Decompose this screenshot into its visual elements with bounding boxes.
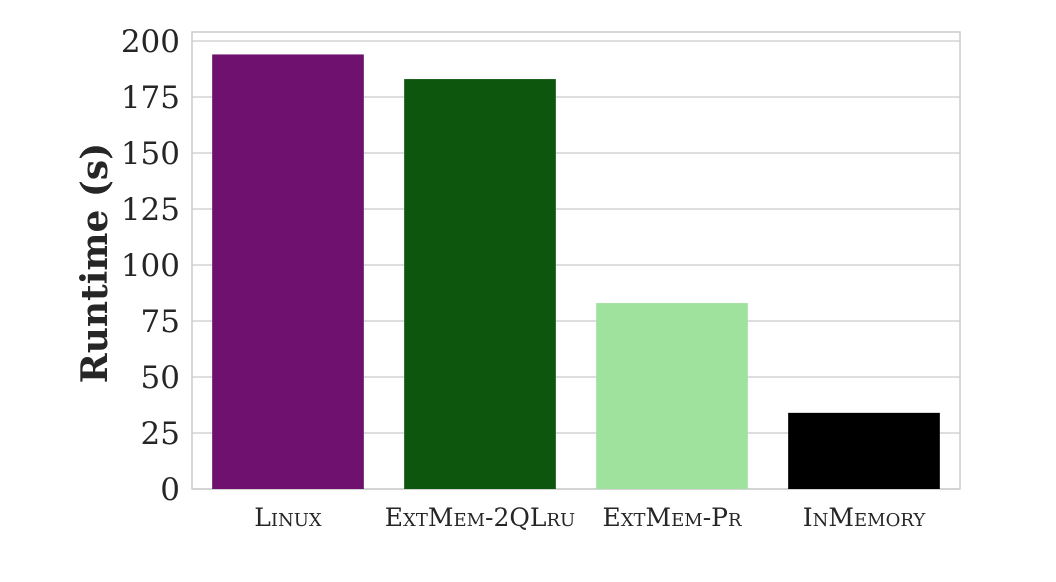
x-tick-label: ExtMem-Pr — [602, 503, 742, 532]
bar-extmem-pr — [596, 303, 748, 489]
y-tick-label: 50 — [141, 360, 180, 396]
y-tick-label: 100 — [121, 248, 180, 284]
y-tick-label: 75 — [141, 304, 180, 340]
x-tick-label: InMemory — [803, 503, 927, 532]
y-tick-label: 125 — [121, 192, 180, 228]
bar-linux — [212, 54, 364, 489]
bar-extmem-2qlru — [404, 79, 556, 489]
y-tick-label: 200 — [121, 24, 180, 60]
x-tick-label: ExtMem-2QLru — [385, 503, 575, 532]
y-tick-label: 0 — [160, 472, 180, 508]
plot-frame — [191, 31, 961, 490]
x-tick-labels: Linux ExtMem-2QLru ExtMem-Pr InMemory — [254, 503, 926, 532]
y-tick-label: 150 — [121, 136, 180, 172]
x-tick-label: Linux — [254, 503, 322, 532]
bars — [212, 54, 940, 489]
y-tick-label: 25 — [141, 416, 180, 452]
y-tick-label: 175 — [121, 80, 180, 116]
y-tick-labels: 0 25 50 75 100 125 150 175 200 — [121, 24, 180, 508]
bar-inmemory — [788, 412, 940, 489]
y-axis-title: Runtime (s) — [74, 143, 116, 383]
